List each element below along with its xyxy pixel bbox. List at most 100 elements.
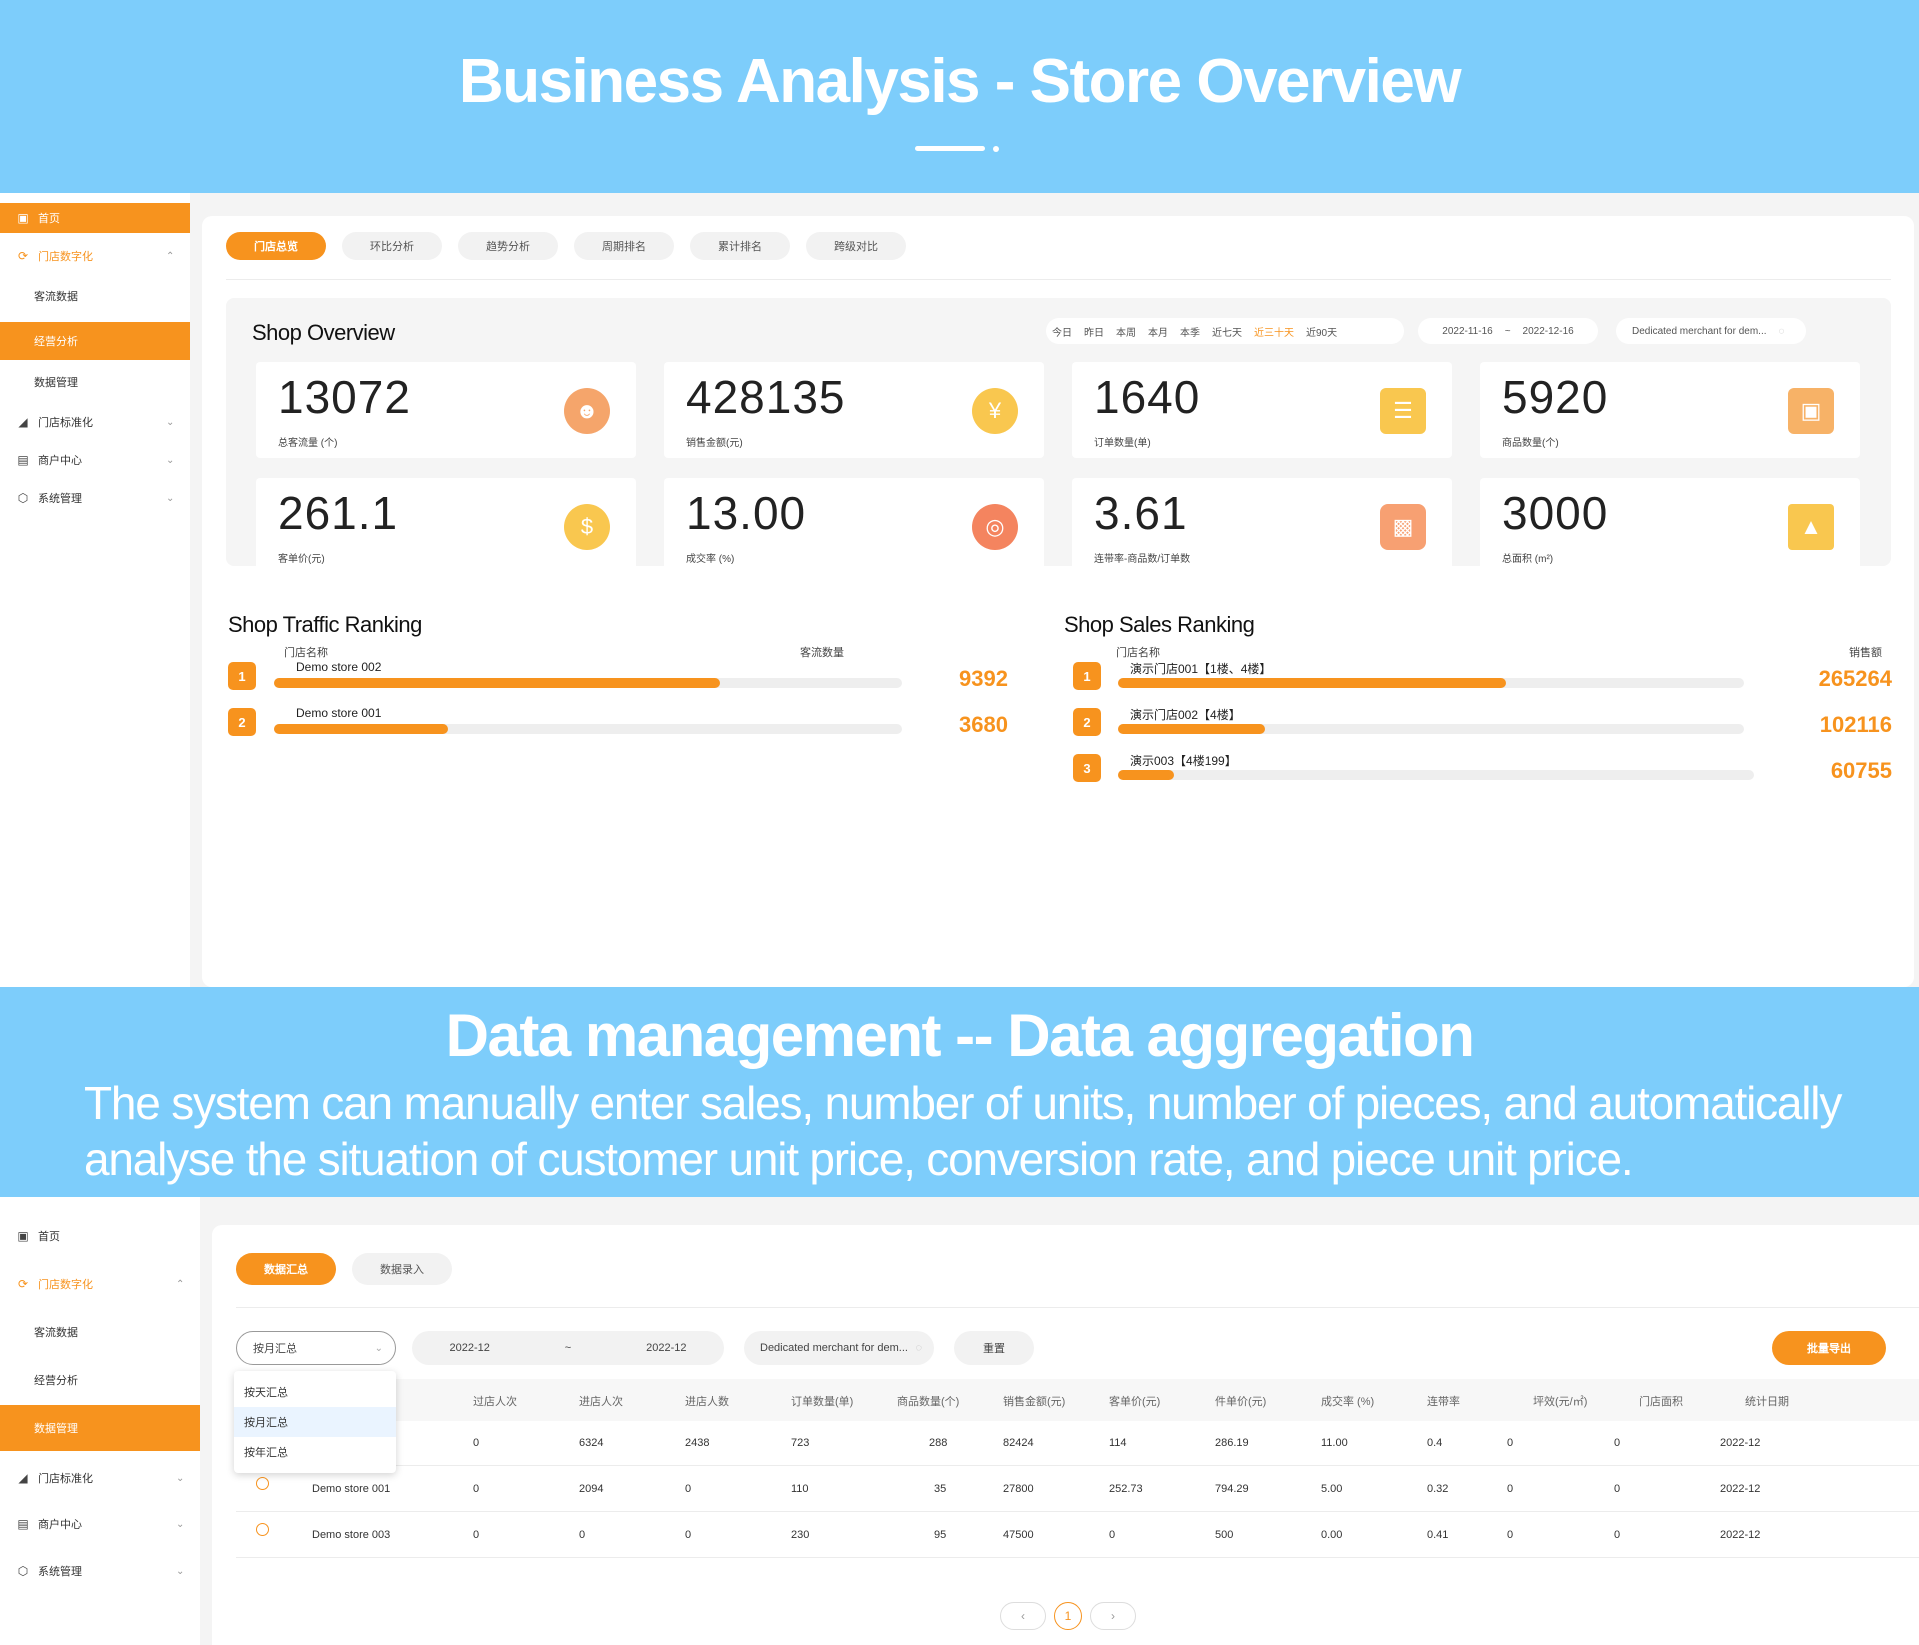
rank-store-name: 演示003【4楼199】 bbox=[1130, 754, 1237, 768]
banner-middle: Data management -- Data aggregation The … bbox=[0, 987, 1919, 1197]
traffic-ranking-title: Shop Traffic Ranking bbox=[228, 612, 422, 637]
sidebar-item-data-management[interactable]: 数据管理 bbox=[34, 377, 78, 389]
rank-value: 265264 bbox=[1818, 666, 1892, 691]
sidebar-item-traffic-data[interactable]: 客流数据 bbox=[34, 1327, 78, 1339]
table-cell: 0 bbox=[1507, 1437, 1514, 1449]
period-this-month[interactable]: 本月 bbox=[1148, 327, 1168, 339]
period-today[interactable]: 今日 bbox=[1052, 327, 1072, 339]
stat-card-traffic: 13072 总客流量 (个) ☻ bbox=[256, 362, 636, 458]
option-yearly-summary[interactable]: 按年汇总 bbox=[244, 1447, 288, 1459]
table-cell: 35 bbox=[934, 1483, 947, 1495]
rank-store-name: 演示门店002【4楼】 bbox=[1130, 708, 1241, 722]
rank-value: 9392 bbox=[959, 666, 1008, 691]
table-cell: 0 bbox=[1109, 1529, 1116, 1541]
sidebar-item-business-analysis[interactable]: 经营分析 bbox=[34, 1375, 78, 1387]
sidebar-item-business-analysis[interactable]: 经营分析 bbox=[0, 322, 190, 360]
merchant-select[interactable]: Dedicated merchant for dem... ◌ bbox=[1616, 318, 1806, 344]
row-store-name: Demo store 001 bbox=[312, 1483, 391, 1495]
tab-store-overview[interactable]: 门店总览 bbox=[226, 232, 326, 260]
table-cell: 500 bbox=[1215, 1529, 1234, 1541]
store-icon: ▤ bbox=[17, 1517, 29, 1531]
sidebar-item-store-digital[interactable]: ⟳ 门店数字化 ⌃ bbox=[0, 1267, 200, 1301]
merchant-select[interactable]: Dedicated merchant for dem... ◌ bbox=[744, 1331, 934, 1365]
table-cell: 2022-12 bbox=[1720, 1437, 1761, 1449]
table-cell: 288 bbox=[929, 1437, 948, 1449]
tab-cumulative-ranking[interactable]: 累计排名 bbox=[690, 232, 790, 260]
period-this-quarter[interactable]: 本季 bbox=[1180, 327, 1200, 339]
option-daily-summary[interactable]: 按天汇总 bbox=[244, 1387, 288, 1399]
sidebar-item-store-digital[interactable]: ⟳ 门店数字化 ⌃ bbox=[0, 241, 190, 271]
chevron-down-icon: ⌄ bbox=[374, 1342, 383, 1354]
table-cell: 0 bbox=[473, 1483, 480, 1495]
chevron-down-icon: ⌄ bbox=[166, 416, 175, 428]
shop-overview-title: Shop Overview bbox=[252, 320, 395, 345]
table-cell: 0 bbox=[579, 1529, 586, 1541]
period-last-7-days[interactable]: 近七天 bbox=[1212, 327, 1242, 339]
tab-data-summary[interactable]: 数据汇总 bbox=[236, 1253, 336, 1285]
stat-label: 总面积 (m²) bbox=[1502, 554, 1554, 565]
sidebar: ▣ 首页 ⟳ 门店数字化 ⌃ 客流数据 经营分析 数据管理 ◢ 门店标准化 ⌄ ▤ 商户中心… bbox=[0, 1197, 200, 1645]
banner-top: Business Analysis - Store Overview bbox=[0, 0, 1919, 193]
sidebar-item-store-standard[interactable]: ◢ 门店标准化 ⌄ bbox=[0, 407, 190, 437]
period-last-30-days[interactable]: 近三十天 bbox=[1254, 327, 1294, 339]
rank-bar-track bbox=[1118, 678, 1744, 688]
sidebar-item-traffic-data[interactable]: 客流数据 bbox=[34, 291, 78, 303]
sidebar-item-store-standard[interactable]: ◢ 门店标准化 ⌄ bbox=[0, 1461, 200, 1495]
period-last-90-days[interactable]: 近90天 bbox=[1306, 327, 1338, 339]
document-icon: ☰ bbox=[1380, 388, 1426, 434]
sidebar-item-merchant-center[interactable]: ▤ 商户中心 ⌄ bbox=[0, 445, 190, 475]
money-bag-icon: $ bbox=[564, 504, 610, 550]
sidebar-item-home[interactable]: ▣ 首页 bbox=[0, 203, 190, 233]
chevron-up-icon: ⌃ bbox=[176, 1278, 185, 1290]
ruler-icon: ◢ bbox=[18, 1471, 28, 1485]
monitor-icon: ▣ bbox=[17, 1229, 29, 1243]
date-end: 2022-12-16 bbox=[1522, 325, 1574, 337]
sidebar-item-home[interactable]: ▣ 首页 bbox=[0, 1219, 200, 1253]
stat-label: 客单价(元) bbox=[278, 554, 325, 565]
period-this-week[interactable]: 本周 bbox=[1116, 327, 1136, 339]
col-header: 客单价(元) bbox=[1109, 1396, 1161, 1408]
stat-card-items: 5920 商品数量(个) ▣ bbox=[1480, 362, 1860, 458]
tab-mom-analysis[interactable]: 环比分析 bbox=[342, 232, 442, 260]
merchant-value: Dedicated merchant for dem... bbox=[760, 1342, 908, 1354]
tab-trend-analysis[interactable]: 趋势分析 bbox=[458, 232, 558, 260]
table-cell: 0 bbox=[1614, 1529, 1621, 1541]
month-range-picker[interactable]: 2022-12 ~ 2022-12 bbox=[412, 1331, 724, 1365]
table-cell: 2022-12 bbox=[1720, 1529, 1761, 1541]
batch-export-button[interactable]: 批量导出 bbox=[1772, 1331, 1886, 1365]
pagination-prev[interactable]: ‹ bbox=[1000, 1602, 1046, 1630]
pagination-page[interactable]: 1 bbox=[1054, 1602, 1082, 1630]
tab-period-ranking[interactable]: 周期排名 bbox=[574, 232, 674, 260]
data-main-panel: 数据汇总 数据录入 按月汇总 ⌄ 2022-12 ~ 2022-12 Dedic… bbox=[212, 1225, 1919, 1645]
table-cell: 11.00 bbox=[1321, 1437, 1348, 1449]
row-checkbox[interactable] bbox=[256, 1477, 269, 1490]
divider bbox=[226, 279, 1891, 280]
col-header: 商品数量(个) bbox=[897, 1396, 960, 1408]
stat-card-conversion: 13.00 成交率 (%) ◎ bbox=[664, 478, 1044, 574]
option-monthly-summary[interactable]: 按月汇总 bbox=[234, 1407, 396, 1437]
table-cell: 114 bbox=[1109, 1437, 1127, 1449]
row-divider bbox=[236, 1511, 1919, 1512]
chevron-down-icon: ⌄ bbox=[166, 492, 175, 504]
tab-cross-level[interactable]: 跨级对比 bbox=[806, 232, 906, 260]
reset-button[interactable]: 重置 bbox=[954, 1331, 1034, 1365]
stat-value: 261.1 bbox=[278, 487, 399, 539]
sidebar-item-data-management[interactable]: 数据管理 bbox=[0, 1405, 200, 1451]
period-selector: 今日 昨日 本周 本月 本季 近七天 近三十天 近90天 bbox=[1046, 318, 1404, 344]
data-aggregation-screenshot: ▣ 首页 ⟳ 门店数字化 ⌃ 客流数据 经营分析 数据管理 ◢ 门店标准化 ⌄ ▤ 商户中心… bbox=[0, 1197, 1919, 1645]
coin-icon: ¥ bbox=[972, 388, 1018, 434]
people-icon: ☻ bbox=[564, 388, 610, 434]
banner-description: The system can manually enter sales, num… bbox=[84, 1077, 1842, 1185]
date-range-picker[interactable]: 2022-11-16 ~ 2022-12-16 bbox=[1418, 318, 1598, 344]
sidebar-item-system[interactable]: ⬡ 系统管理 ⌄ bbox=[0, 483, 190, 513]
sidebar-item-merchant-center[interactable]: ▤ 商户中心 ⌄ bbox=[0, 1507, 200, 1541]
sidebar: ▣ 首页 ⟳ 门店数字化 ⌃ 客流数据 经营分析 数据管理 ◢ 门店标准化 ⌄ ▤ 商户中心… bbox=[0, 193, 190, 987]
summary-type-select[interactable]: 按月汇总 ⌄ bbox=[236, 1331, 396, 1365]
sidebar-item-system[interactable]: ⬡ 系统管理 ⌄ bbox=[0, 1554, 200, 1588]
table-cell: 5.00 bbox=[1321, 1483, 1343, 1495]
tab-data-entry[interactable]: 数据录入 bbox=[352, 1253, 452, 1285]
rank-bar-fill bbox=[1118, 678, 1507, 688]
row-checkbox[interactable] bbox=[256, 1523, 269, 1536]
pagination-next[interactable]: › bbox=[1090, 1602, 1136, 1630]
period-yesterday[interactable]: 昨日 bbox=[1084, 327, 1104, 339]
